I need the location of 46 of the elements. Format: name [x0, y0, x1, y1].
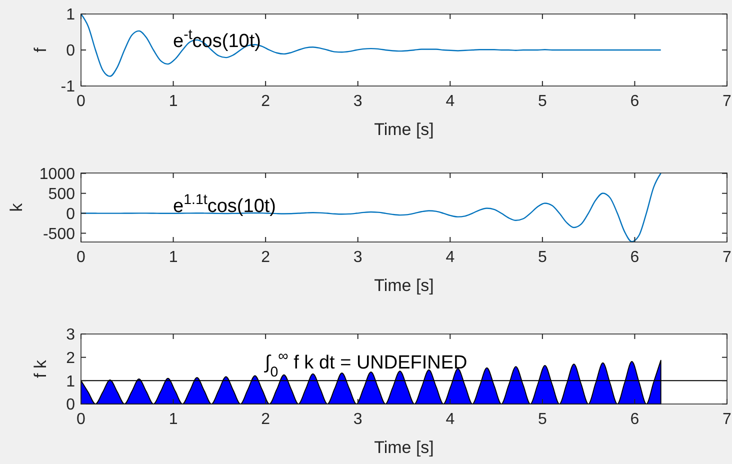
x-tick-label: 0: [76, 249, 86, 266]
x-tick-label: 4: [446, 249, 455, 266]
x-tick-label: 2: [261, 249, 270, 266]
y-tick-label: -1: [60, 78, 76, 96]
x-tick-label: 4: [446, 93, 455, 110]
x-tick-label: 7: [722, 411, 732, 428]
y-tick-label: 1: [66, 373, 76, 390]
y-tick-label: 0: [66, 396, 76, 414]
x-tick-label: 1: [168, 249, 178, 266]
x-tick-label: 0: [76, 93, 86, 110]
y-tick-label: 1000: [39, 166, 76, 183]
x-tick-label: 4: [446, 411, 455, 428]
x-tick-label: 2: [261, 411, 270, 428]
annotation: e$^{-t}$cos(10t): [173, 27, 261, 52]
x-tick-label: 6: [630, 411, 640, 428]
y-tick-label: 500: [48, 186, 76, 203]
x-tick-label: 7: [722, 93, 732, 110]
y-axis-title: f k: [31, 360, 50, 378]
x-tick-label: 0: [76, 411, 86, 428]
y-tick-label: 0: [66, 206, 76, 223]
line-series: [80, 172, 662, 242]
x-tick-label: 3: [353, 93, 362, 110]
y-axis-title: k: [7, 202, 26, 212]
y-axis-title: f: [31, 47, 50, 52]
x-tick-label: 6: [630, 249, 640, 266]
x-tick-label: 2: [261, 93, 270, 110]
x-tick-label: 5: [538, 249, 547, 266]
annotation: ∫$_{0}$$^{∞}$ f k dt = UNDEFINED: [264, 348, 468, 381]
y-tick-label: 3: [66, 326, 76, 344]
y-tick-label: 1: [66, 6, 76, 24]
x-tick-label: 7: [722, 249, 732, 266]
x-tick-label: 1: [168, 93, 178, 110]
y-tick-label: 2: [66, 350, 76, 367]
y-tick-label: -500: [42, 226, 76, 243]
x-axis-title: Time [s]: [374, 276, 434, 295]
x-tick-label: 3: [353, 411, 362, 428]
x-tick-label: 5: [538, 411, 547, 428]
line-series: [80, 13, 662, 77]
x-tick-label: 5: [538, 93, 547, 110]
y-tick-label: 0: [66, 42, 76, 60]
annotation: e$^{1.1t}$cos(10t): [173, 192, 276, 218]
x-tick-label: 6: [630, 93, 640, 110]
x-axis-title: Time [s]: [374, 120, 434, 139]
x-tick-label: 3: [353, 249, 362, 266]
x-axis-title: Time [s]: [374, 438, 434, 457]
x-tick-label: 1: [168, 411, 178, 428]
